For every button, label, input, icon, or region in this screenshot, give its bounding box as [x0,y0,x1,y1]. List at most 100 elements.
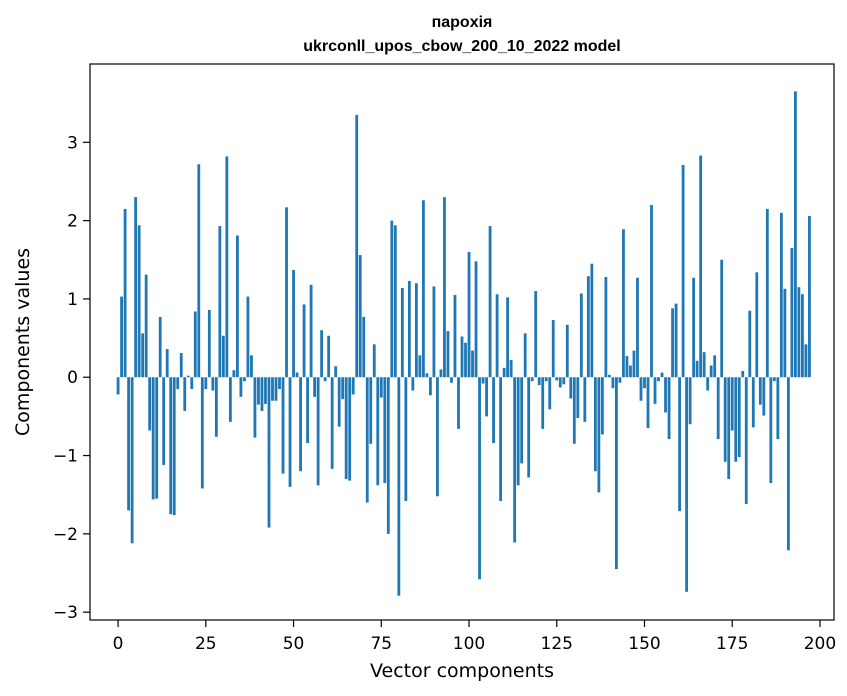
bar-197 [808,215,811,378]
bar-177 [737,377,741,458]
bar-186 [769,377,773,483]
x-axis-label: Vector components [370,660,554,682]
bar-113 [513,377,517,543]
bar-157 [667,377,671,440]
bar-135 [590,263,594,378]
bar-134 [586,276,590,378]
bar-3 [127,377,131,511]
bar-88 [425,373,429,378]
bar-6 [137,225,141,378]
bar-29 [218,226,222,378]
bar-45 [274,377,278,401]
bar-114 [516,377,520,486]
bar-183 [758,377,762,405]
bar-78 [390,220,394,378]
x-tick-label: 50 [283,634,305,654]
bar-83 [407,280,411,378]
bar-173 [723,377,727,462]
bar-58 [320,330,324,378]
bar-168 [706,377,710,391]
bar-195 [801,294,804,378]
bar-35 [239,377,243,397]
bar-43 [267,377,271,528]
bar-119 [534,291,538,378]
bar-65 [344,377,348,480]
bar-63 [337,377,341,427]
bar-131 [576,377,580,418]
bar-162 [685,377,689,592]
bar-23 [197,164,201,378]
bar-196 [804,344,808,378]
x-tick-label: 175 [716,634,748,654]
bar-90 [432,286,436,378]
bar-53 [302,304,306,378]
bar-107 [492,377,495,444]
bar-169 [709,365,713,378]
bar-103 [478,377,481,580]
y-tick-label: 2 [67,212,78,232]
bar-28 [214,377,218,437]
x-axis: 0 25 50 75 100 125 150 175 200 [113,620,836,654]
bar-31 [225,156,229,378]
bar-40 [257,377,260,405]
bar-79 [393,225,397,378]
bar-57 [316,377,320,486]
bar-109 [499,377,503,501]
bar-182 [755,272,759,378]
bar-93 [443,197,446,378]
bar-153 [653,377,657,404]
bar-111 [506,297,510,378]
bar-91 [436,377,439,497]
bar-51 [295,372,299,378]
bar-22 [193,311,197,378]
bar-15 [169,377,173,515]
bar-112 [509,360,513,378]
chart-title: пароxія [432,14,493,31]
bar-99 [464,342,467,378]
bar-115 [520,377,524,464]
bar-154 [657,377,660,382]
bar-19 [183,377,187,411]
bar-25 [204,377,208,389]
bar-117 [527,377,531,478]
bar-144 [622,229,625,378]
bar-192 [790,248,794,378]
bar-105 [485,377,488,417]
bar-148 [636,277,639,378]
bar-92 [439,369,443,378]
bar-171 [716,377,720,440]
y-tick-label: −1 [53,447,78,467]
bars-group [116,91,811,596]
bar-80 [397,377,401,596]
bar-59 [323,377,327,382]
bar-118 [530,377,534,382]
bar-138 [600,377,604,435]
y-tick-label: 0 [67,368,78,388]
x-tick-label: 0 [113,634,124,654]
bar-18 [179,352,183,378]
bar-12 [158,316,162,378]
bar-11 [155,377,159,499]
bar-108 [495,294,499,378]
bar-193 [793,91,797,378]
bar-161 [681,165,685,378]
bar-50 [292,269,295,378]
bar-142 [615,377,618,570]
bar-129 [569,377,573,399]
bar-166 [699,155,703,378]
bar-39 [253,377,257,438]
bar-2 [123,208,127,378]
bar-101 [471,350,474,378]
bar-104 [481,377,485,384]
bar-167 [702,352,706,378]
bar-149 [639,377,643,401]
bar-139 [604,277,608,378]
bar-38 [250,355,253,378]
bar-81 [400,287,404,378]
bar-68 [355,114,359,378]
bar-145 [625,356,629,378]
bar-70 [362,316,366,378]
x-tick-label: 200 [804,634,836,654]
y-tick-label: −2 [53,525,78,545]
bar-132 [579,293,583,378]
